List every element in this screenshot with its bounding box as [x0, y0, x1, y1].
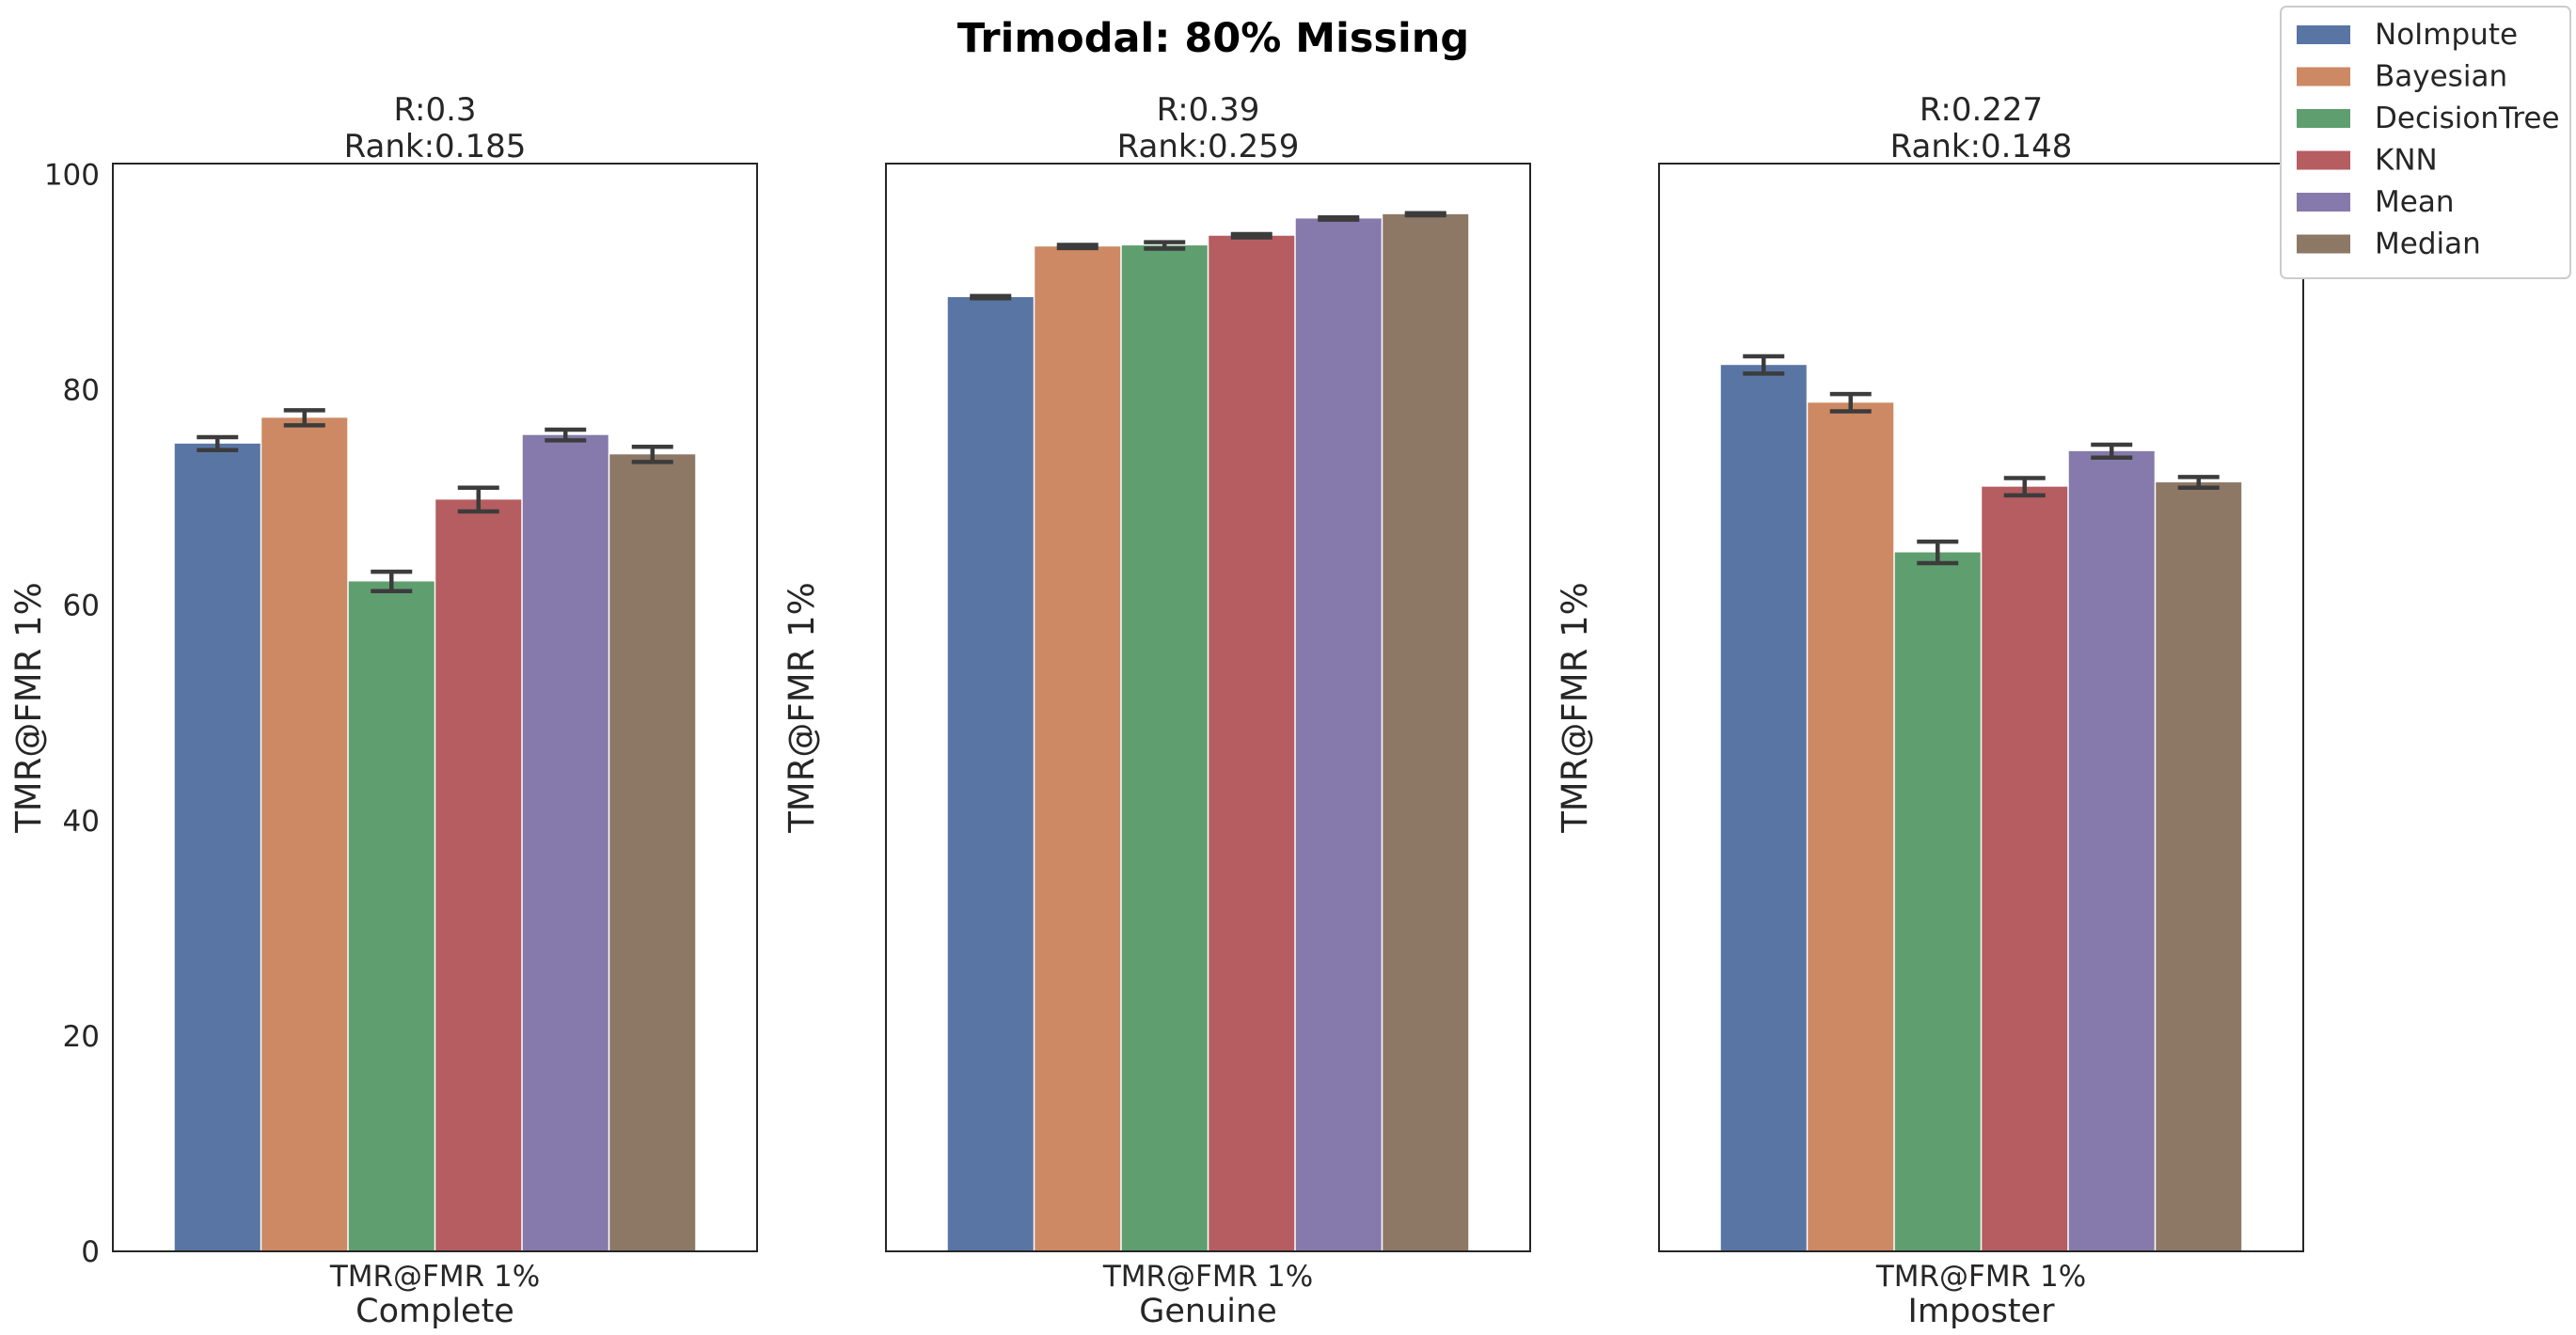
ytick-label-panel-1: 80: [63, 374, 100, 408]
ylabel-panel-2: TMR@FMR 1%: [782, 582, 822, 834]
ylabel-panel-3: TMR@FMR 1%: [1555, 582, 1595, 834]
ylabel-panel-1: TMR@FMR 1%: [8, 582, 49, 834]
errorbar-bayesian-panel-3: [1829, 391, 1872, 414]
legend-label-mean: Mean: [2375, 185, 2454, 219]
xlabel-panel-1: Complete: [356, 1293, 514, 1330]
legend-swatch-noimpute: [2297, 25, 2350, 44]
panel-title-line-2-panel-2: Rank:0.259: [1117, 128, 1300, 165]
legend-swatch-knn: [2297, 150, 2350, 170]
bar-knn-panel-2: [1209, 235, 1295, 1252]
axes-frame-panel-3: [1658, 163, 2304, 1252]
panel-title-line-1-panel-1: R:0.3: [393, 91, 476, 129]
errorbar-decisiontree-panel-2: [1144, 240, 1186, 251]
errorbar-knn-panel-3: [2003, 476, 2046, 498]
ytick-label-panel-1: 40: [63, 805, 100, 839]
panel-title-line-1-panel-3: R:0.227: [1920, 91, 2043, 129]
errorbar-noimpute-panel-2: [970, 293, 1012, 301]
panel-title-line-2-panel-1: Rank:0.185: [344, 128, 527, 165]
bar-mean-panel-2: [1295, 218, 1382, 1252]
legend-label-bayesian: Bayesian: [2375, 60, 2507, 94]
ytick-label-panel-1: 100: [44, 158, 100, 192]
xtick-label-panel-2: TMR@FMR 1%: [1102, 1260, 1313, 1294]
xtick-label-panel-3: TMR@FMR 1%: [1875, 1260, 2086, 1294]
bar-noimpute-panel-1: [174, 443, 261, 1252]
errorbar-median-panel-1: [631, 445, 673, 464]
xtick-label-panel-1: TMR@FMR 1%: [329, 1260, 540, 1294]
errorbar-noimpute-panel-1: [197, 434, 239, 452]
bar-noimpute-panel-3: [1720, 365, 1807, 1252]
legend-frame: [2280, 6, 2571, 279]
legend-swatch-decisiontree: [2297, 109, 2350, 128]
errorbar-noimpute-panel-3: [1743, 353, 1785, 376]
legend-label-decisiontree: DecisionTree: [2375, 102, 2560, 135]
ytick-label-panel-1: 20: [63, 1020, 100, 1054]
bar-mean-panel-1: [522, 434, 608, 1251]
bar-knn-panel-3: [1982, 486, 2068, 1251]
bar-median-panel-1: [609, 454, 696, 1252]
errorbar-bayesian-panel-2: [1056, 243, 1098, 251]
xlabel-panel-3: Imposter: [1908, 1293, 2056, 1330]
legend-swatch-mean: [2297, 193, 2350, 212]
legend: NoImpute Bayesian DecisionTree KNN Mean Media…: [2280, 6, 2571, 279]
bar-bayesian-panel-3: [1808, 402, 1894, 1251]
bar-median-panel-2: [1383, 213, 1469, 1252]
ytick-label-panel-1: 60: [63, 589, 100, 623]
ytick-label-panel-1: 0: [81, 1235, 100, 1269]
bar-noimpute-panel-2: [947, 297, 1034, 1252]
panel-title-line-1-panel-2: R:0.39: [1157, 91, 1260, 129]
errorbar-mean-panel-2: [1318, 215, 1360, 222]
axes-frame-panel-1: [112, 163, 758, 1252]
xlabel-panel-2: Genuine: [1139, 1293, 1276, 1330]
errorbar-bayesian-panel-1: [283, 408, 325, 428]
errorbar-decisiontree-panel-3: [1917, 539, 1959, 566]
panel-title-line-2-panel-3: Rank:0.148: [1890, 128, 2073, 165]
bar-knn-panel-1: [435, 499, 522, 1251]
errorbar-knn-panel-2: [1230, 231, 1272, 240]
legend-swatch-bayesian: [2297, 67, 2350, 86]
legend-label-median: Median: [2375, 228, 2481, 261]
bar-decisiontree-panel-1: [348, 581, 435, 1251]
errorbar-decisiontree-panel-1: [371, 569, 413, 594]
errorbar-mean-panel-3: [2091, 442, 2133, 460]
errorbar-mean-panel-1: [545, 427, 587, 443]
bar-decisiontree-panel-2: [1121, 245, 1208, 1251]
bar-bayesian-panel-1: [261, 417, 348, 1251]
bar-mean-panel-3: [2068, 450, 2155, 1252]
bar-median-panel-3: [2156, 482, 2242, 1251]
errorbar-median-panel-2: [1404, 211, 1446, 218]
errorbar-median-panel-3: [2177, 475, 2220, 491]
axes-frame-panel-2: [885, 163, 1531, 1252]
bar-bayesian-panel-2: [1035, 246, 1121, 1252]
legend-label-knn: KNN: [2375, 144, 2438, 178]
errorbar-knn-panel-1: [457, 485, 499, 514]
figure-suptitle: Trimodal: 80% Missing: [957, 15, 1469, 62]
legend-label-noimpute: NoImpute: [2375, 18, 2518, 52]
bar-decisiontree-panel-3: [1894, 552, 1981, 1251]
legend-swatch-median: [2297, 234, 2350, 254]
